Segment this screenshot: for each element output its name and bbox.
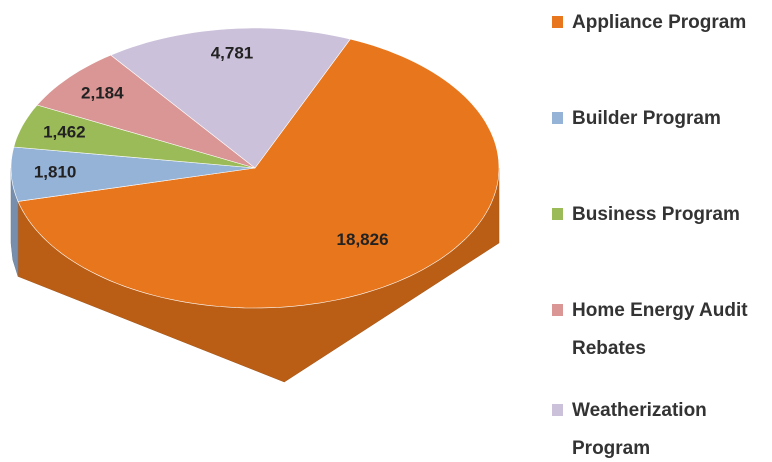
data-label: 4,781 [211, 43, 254, 62]
pie-slice [17, 38, 500, 309]
legend-swatch [552, 112, 563, 124]
pie-slice [10, 146, 256, 202]
legend-swatch [552, 304, 563, 316]
legend-swatch [552, 208, 563, 220]
pie-slice [110, 27, 351, 169]
legend-swatch [552, 404, 563, 416]
legend-label: Home Energy Audit Rebates [572, 300, 748, 359]
data-label: 1,810 [34, 163, 77, 182]
legend-label: Appliance Program [572, 12, 747, 33]
pie-slice [13, 104, 256, 169]
legend-label: Business Program [572, 204, 740, 225]
legend-label: Weatherization Program [572, 400, 707, 459]
data-label: 2,184 [81, 83, 124, 102]
pie-slice [36, 54, 256, 169]
legend-swatch [552, 16, 563, 28]
legend-label: Builder Program [572, 108, 721, 129]
data-label: 1,462 [43, 123, 86, 142]
pie-chart: 18,826 1,810 1,462 2,184 4,781 [10, 27, 500, 383]
data-label: 18,826 [337, 230, 389, 249]
